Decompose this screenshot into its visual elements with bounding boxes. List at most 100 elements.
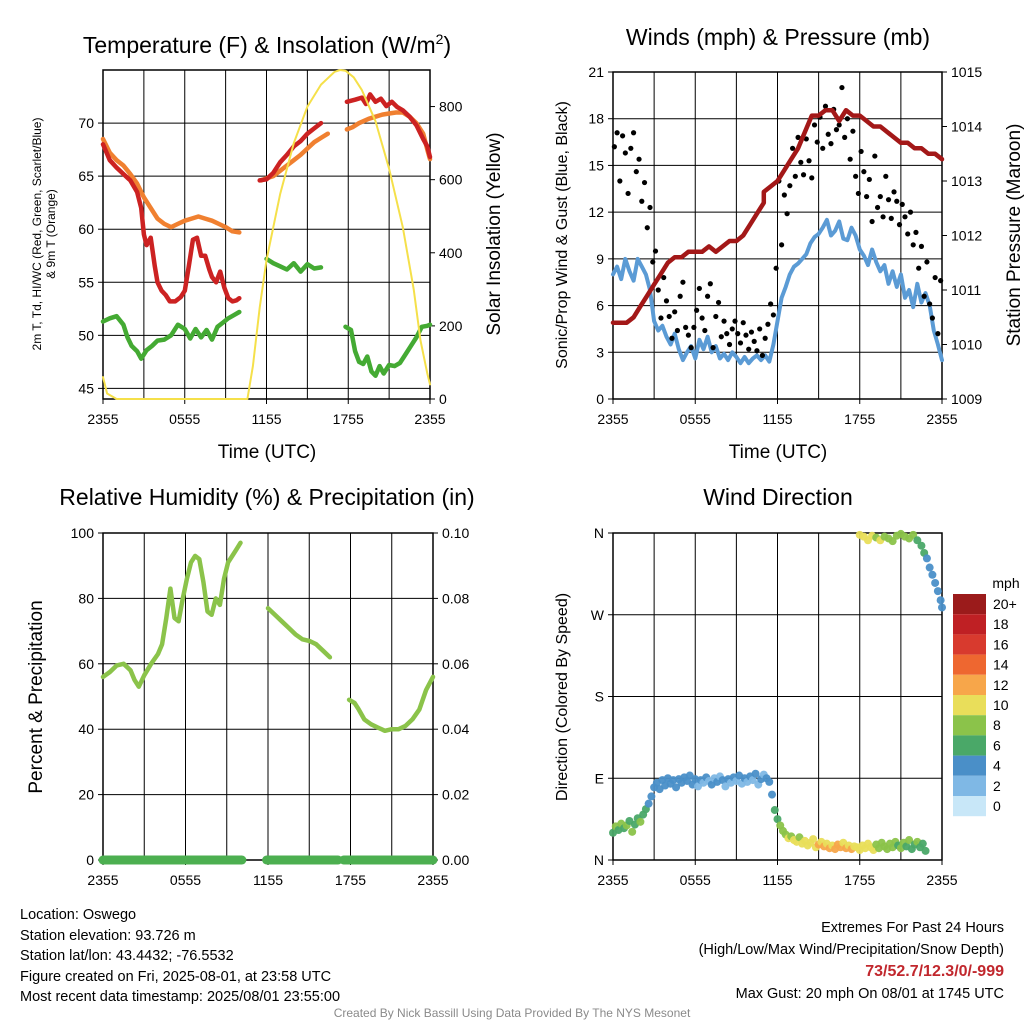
gust-point [842, 134, 848, 140]
gust-point [765, 321, 771, 327]
y-tick-label: 21 [588, 64, 604, 80]
gust-point [735, 331, 741, 337]
gust-point [891, 189, 897, 195]
insolation-line [102, 69, 431, 400]
y-tick-label: 60 [78, 221, 94, 237]
temperature-insolation-panel: 45 50 55 60 65 70 0 200 400 600 800 2355 0555 1155 175… [30, 31, 505, 463]
gust-point [619, 133, 626, 139]
gust-point [748, 329, 755, 335]
x-axis-label: Time (UTC) [729, 442, 828, 463]
x-tick-label: 0555 [680, 411, 711, 427]
gust-point [754, 348, 760, 354]
gust-point [633, 169, 639, 175]
y-right-tick-label: 0.02 [442, 787, 469, 803]
gust-point [935, 331, 941, 337]
gust-point [864, 193, 870, 200]
plot-frame [102, 69, 431, 400]
gust-point [669, 335, 675, 341]
wind-direction-point [770, 806, 779, 815]
gust-point [740, 320, 746, 326]
legend-label: 0 [993, 798, 1001, 814]
y-right-tick-label: 400 [439, 245, 463, 261]
y-tick-label: 55 [78, 274, 94, 290]
gust-point [639, 198, 645, 204]
wind-direction-point [647, 792, 656, 801]
gust-point [896, 222, 903, 228]
temperature-series-line [344, 110, 433, 162]
gust-point [795, 134, 801, 140]
y-right-tick-label: 1014 [951, 119, 982, 135]
temperature-series-line [257, 120, 324, 183]
gust-point [694, 307, 700, 313]
legend-label: 18 [993, 616, 1009, 632]
y-right-tick-label: 0.08 [442, 590, 469, 606]
wind-direction-point [672, 783, 681, 792]
x-tick-label: 1155 [251, 411, 281, 427]
gust-point [839, 84, 845, 91]
y-right-tick-label: 1012 [951, 228, 982, 244]
y-tick-label: 6 [596, 298, 604, 314]
gust-point [916, 265, 922, 271]
x-tick-label: 2355 [926, 411, 957, 427]
gust-point [847, 156, 853, 162]
x-tick-label: 1155 [762, 411, 792, 427]
gust-point [784, 211, 790, 217]
gust-point [913, 229, 919, 235]
gust-point [820, 145, 826, 151]
gust-point [674, 327, 681, 334]
gust-point [927, 301, 933, 307]
legend-label: 8 [993, 717, 1001, 733]
gust-point [880, 214, 886, 220]
legend-swatch [953, 674, 986, 695]
y-axis-label: 2m T, Td, HI/WC (Red, Green, Scarlet/Blu… [30, 118, 44, 351]
gust-point [924, 259, 930, 265]
y-axis-label: Percent & Precipitation [26, 600, 47, 793]
legend-label: 6 [993, 737, 1001, 753]
extremes-block: Extremes For Past 24 Hours (High/Low/Max… [699, 917, 1004, 1005]
wind-direction-point [918, 839, 927, 848]
gust-point [751, 338, 757, 344]
gust-point [724, 331, 730, 337]
gust-point [672, 309, 678, 315]
gust-point [883, 173, 889, 179]
y-right-tick-label: 200 [439, 318, 463, 334]
gust-point [822, 103, 829, 109]
y-right-tick-label: 1013 [951, 173, 982, 189]
gust-point [757, 326, 763, 332]
gust-point [844, 116, 851, 122]
wind-direction-point [933, 587, 942, 596]
gust-point [885, 197, 892, 203]
y-right-tick-label: 0.04 [442, 721, 469, 737]
temperature-series-line [100, 309, 242, 361]
extremes-subtitle: (High/Low/Max Wind/Precipitation/Snow De… [698, 942, 1004, 958]
wind-direction-point [628, 827, 637, 836]
gust-point [652, 248, 659, 254]
gust-point [677, 293, 683, 299]
gust-point [833, 127, 840, 133]
gust-point [729, 326, 735, 332]
legend-label: 16 [993, 636, 1009, 652]
gust-point [622, 150, 628, 156]
wind-direction-panel: N E S W N 2355 0555 1155 1755 2355 Wind Direction D… [554, 484, 1020, 888]
temperature-series-line [100, 136, 242, 235]
x-tick-label: 2355 [87, 872, 118, 888]
y-tick-label: 45 [78, 380, 94, 396]
legend-swatch [953, 594, 986, 615]
gust-point [872, 153, 878, 159]
x-tick-label: 0555 [169, 411, 200, 427]
x-tick-label: 2355 [926, 872, 957, 888]
humidity-line [346, 674, 436, 734]
gust-point [647, 204, 653, 211]
gust-point [685, 332, 691, 338]
gust-point [773, 265, 779, 271]
gust-point [713, 313, 719, 320]
gust-point [762, 335, 768, 341]
y-right-tick-label: 1010 [951, 337, 982, 353]
y-tick-label: 65 [78, 168, 94, 184]
y-tick-label: 15 [588, 157, 604, 173]
y-tick-label: W [591, 607, 605, 623]
wind-direction-point [905, 836, 914, 845]
gust-point [814, 139, 820, 145]
gust-point [869, 218, 875, 225]
